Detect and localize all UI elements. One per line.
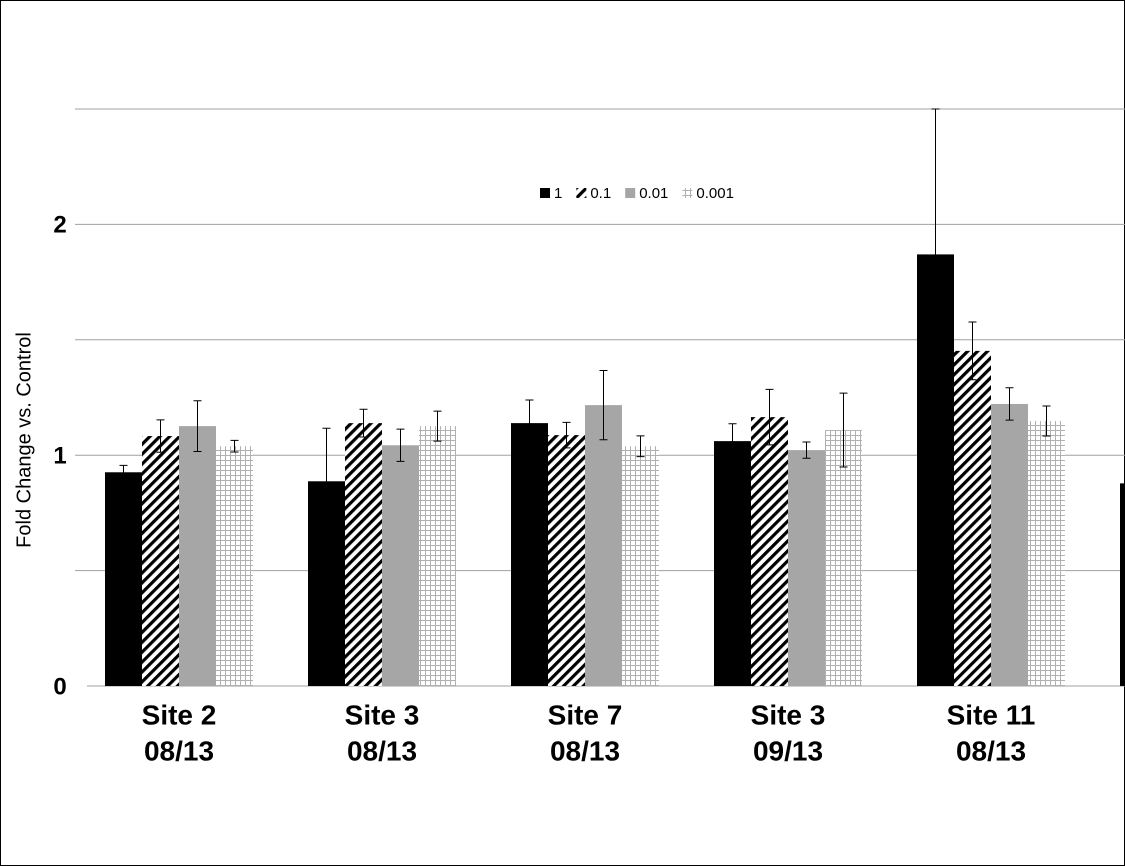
bar (382, 445, 419, 686)
bar (954, 350, 991, 686)
error-bar (1042, 405, 1051, 437)
bar (714, 441, 751, 686)
x-tick-label: 08/13 (550, 735, 620, 766)
x-tick-label: Site 3 (345, 699, 420, 730)
legend-swatch (576, 188, 587, 198)
bar (751, 417, 788, 686)
bar (216, 446, 253, 686)
error-bar (802, 441, 811, 459)
error-bar (1005, 387, 1014, 421)
bar (142, 436, 179, 686)
error-bar (765, 388, 774, 446)
legend-swatch (540, 188, 550, 198)
bar (1028, 421, 1065, 686)
error-bar (968, 321, 977, 381)
legend-label: 0.1 (590, 185, 611, 202)
y-tick-label: 2 (53, 212, 66, 239)
bar (419, 426, 456, 686)
x-tick-label: 08/13 (347, 735, 417, 766)
error-bar (156, 419, 165, 453)
legend-label: 0.01 (639, 185, 668, 202)
y-tick-label: 0 (53, 673, 66, 700)
bar (105, 472, 142, 686)
error-bar (839, 392, 848, 468)
bar (548, 435, 585, 686)
error-bar (396, 428, 405, 462)
bar (345, 423, 382, 686)
error-bar (562, 421, 571, 449)
x-tick-label: 09/13 (753, 735, 823, 766)
x-tick-label: Site 3 (751, 699, 826, 730)
y-tick-label: 1 (53, 443, 66, 470)
x-tick-label: Site 7 (548, 699, 623, 730)
error-bar (599, 369, 608, 441)
error-bar (525, 399, 534, 447)
bar (991, 403, 1028, 686)
bar (622, 446, 659, 686)
bar (585, 405, 622, 686)
legend-swatch (682, 188, 693, 198)
bar (788, 450, 825, 686)
bar (825, 430, 862, 686)
bar (511, 423, 548, 686)
error-bar (119, 464, 128, 480)
y-axis-label: Fold Change vs. Control (13, 332, 35, 548)
error-bar (359, 408, 368, 438)
bar (179, 426, 216, 686)
error-bar (230, 439, 239, 453)
x-tick-label: Site 2 (142, 699, 217, 730)
error-bar (636, 435, 645, 458)
x-tick-label: 08/13 (956, 735, 1026, 766)
x-tick-label: Site 11 (947, 699, 1036, 730)
bar (1120, 483, 1125, 686)
error-bar (322, 427, 331, 535)
legend-label: 1 (554, 185, 562, 202)
legend-label: 0.001 (696, 185, 734, 202)
error-bar (193, 400, 202, 453)
error-bar (728, 423, 737, 459)
legend-swatch (625, 188, 636, 198)
error-bar (931, 108, 940, 401)
x-tick-label: 08/13 (144, 735, 214, 766)
error-bar (433, 410, 442, 442)
